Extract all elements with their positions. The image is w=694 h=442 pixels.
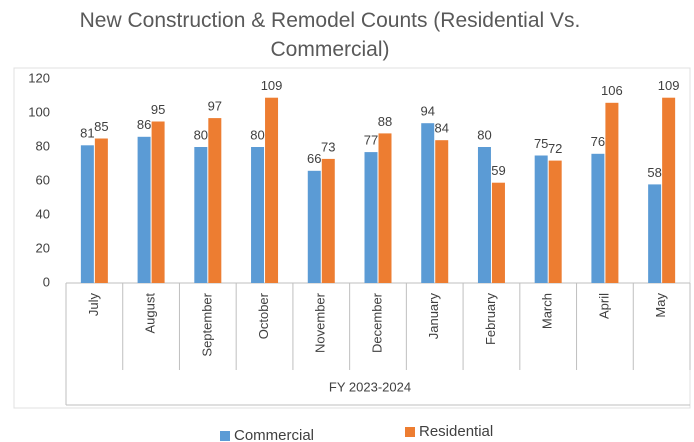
bar (548, 160, 562, 283)
data-label: 81 (80, 126, 94, 141)
bar (251, 147, 265, 283)
bar (534, 155, 548, 283)
data-label: 80 (194, 127, 208, 142)
x-tick-label: September (199, 292, 214, 356)
data-label: 80 (477, 127, 491, 142)
data-label: 59 (491, 163, 505, 178)
y-tick-label: 20 (36, 240, 50, 255)
legend-swatch (405, 427, 415, 437)
x-tick-label: November (313, 292, 328, 353)
bar (137, 136, 151, 283)
data-label: 76 (591, 134, 605, 149)
x-tick-label: December (369, 292, 384, 353)
y-tick-label: 40 (36, 206, 50, 221)
legend-label: Residential (419, 423, 493, 440)
y-tick-label: 100 (28, 104, 50, 119)
x-tick-label: October (256, 292, 271, 339)
data-label: 77 (364, 133, 378, 148)
x-tick-label: February (483, 293, 498, 346)
data-label: 106 (601, 83, 623, 98)
y-tick-label: 80 (36, 138, 50, 153)
legend-swatch (220, 431, 230, 441)
data-label: 95 (151, 102, 165, 117)
data-label: 88 (378, 114, 392, 129)
y-tick-label: 120 (28, 70, 50, 85)
bar (605, 102, 619, 283)
bar (321, 158, 335, 283)
chart-title: New Construction & Remodel Counts (Resid… (79, 9, 581, 61)
y-tick-label: 0 (43, 274, 50, 289)
data-label: 94 (420, 104, 434, 119)
bar (491, 182, 505, 283)
bar (208, 118, 222, 283)
data-label: 109 (261, 78, 283, 93)
data-label: 72 (548, 141, 562, 156)
bar (151, 121, 165, 283)
data-label: 84 (434, 121, 448, 136)
bar (477, 147, 491, 283)
x-tick-label: July (86, 293, 101, 317)
bar (421, 123, 435, 283)
y-tick-label: 60 (36, 172, 50, 187)
bar (94, 138, 108, 283)
data-label: 97 (208, 99, 222, 114)
data-label: 85 (94, 119, 108, 134)
data-label: 66 (307, 151, 321, 166)
legend-label: Commercial (234, 427, 314, 442)
bar (194, 147, 208, 283)
x-tick-label: April (596, 293, 611, 319)
bar (378, 133, 392, 283)
data-label: 73 (321, 139, 335, 154)
data-label: 80 (250, 127, 264, 142)
x-tick-label: March (540, 293, 555, 329)
bar (662, 97, 676, 283)
bar (80, 145, 94, 283)
bar (591, 153, 605, 283)
bar (265, 97, 279, 283)
data-label: 75 (534, 136, 548, 151)
chart-frame (13, 67, 691, 409)
bar (307, 170, 321, 283)
x-tick-label: August (143, 293, 158, 334)
bar (364, 152, 378, 283)
data-label: 86 (137, 117, 151, 132)
data-label: 109 (658, 78, 680, 93)
x-tick-label: January (426, 293, 441, 340)
x-axis-label: FY 2023-2024 (329, 379, 411, 394)
bar (648, 184, 662, 283)
data-label: 58 (647, 165, 661, 180)
x-tick-label: May (653, 293, 668, 318)
bar (435, 140, 449, 283)
